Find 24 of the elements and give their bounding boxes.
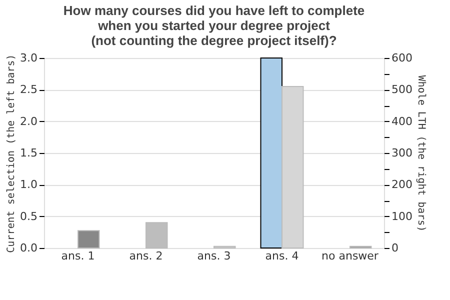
x-tick-label: ans. 1 [61,250,95,262]
bar [78,230,100,248]
x-tick-label: ans. 3 [197,250,231,262]
y-axis-title: Current selection (the left bars) [6,54,18,253]
y-tick-label: 1.5 [20,146,38,160]
x-tick-label: ans. 4 [265,250,299,262]
y2-axis-title: Whole LTH (the right bars) [415,75,426,232]
chart-title: How many courses did you have left to complete when you started your degree project (not counting the degree project itself)? [63,3,365,48]
y2-tick-label: 300 [392,146,412,160]
y-tick-label: 2.0 [20,114,38,128]
y2-tick-label: 100 [392,210,412,223]
y2-tick-label: 200 [392,178,412,192]
y-tick-label: 0.0 [20,242,38,254]
y-tick-label: 0.5 [20,210,38,223]
y-tick-label: 3.0 [20,52,38,64]
y2-tick-label: 600 [392,52,412,64]
y2-tick-label: 0 [392,242,398,254]
y-tick-label: 1.0 [20,178,38,192]
x-tick-label: no answer [322,250,379,262]
y2-tick-label: 400 [392,114,412,128]
bar [146,222,168,248]
y2-tick-label: 500 [392,83,412,96]
x-tick-label: ans. 2 [129,250,163,262]
y-tick-label: 2.5 [20,83,38,96]
